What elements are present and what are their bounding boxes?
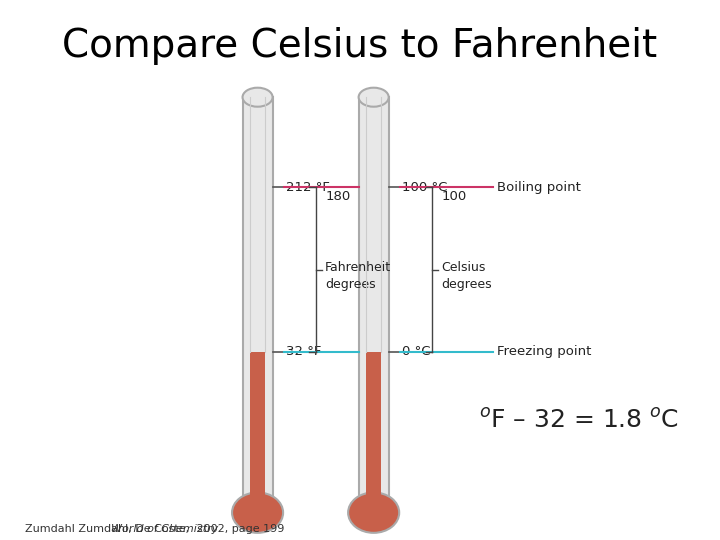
Circle shape <box>348 492 399 533</box>
Text: Zumdahl Zumdahl, De Coste,: Zumdahl Zumdahl, De Coste, <box>25 523 193 534</box>
Text: 180: 180 <box>325 190 351 203</box>
Bar <box>250 352 266 508</box>
Text: Freezing point: Freezing point <box>497 345 591 358</box>
Text: Fahrenheit
degrees: Fahrenheit degrees <box>325 261 391 292</box>
Text: Celsius
degrees: Celsius degrees <box>441 261 492 292</box>
Text: 212 °F: 212 °F <box>287 181 330 194</box>
Bar <box>243 97 273 508</box>
Text: 0 °C: 0 °C <box>402 345 431 358</box>
Text: 100: 100 <box>441 190 467 203</box>
Circle shape <box>232 492 283 533</box>
Text: 2002, page 199: 2002, page 199 <box>193 523 284 534</box>
Text: Compare Celsius to Fahrenheit: Compare Celsius to Fahrenheit <box>63 27 657 65</box>
Bar <box>366 352 382 508</box>
Bar <box>359 97 389 508</box>
Text: 32 °F: 32 °F <box>287 345 322 358</box>
Text: $^{o}$F – 32 = 1.8 $^{o}$C: $^{o}$F – 32 = 1.8 $^{o}$C <box>479 409 678 433</box>
Text: Boiling point: Boiling point <box>497 181 580 194</box>
Ellipse shape <box>359 87 389 107</box>
Text: 100 °C: 100 °C <box>402 181 448 194</box>
Ellipse shape <box>243 87 273 107</box>
Text: World of Chemistry: World of Chemistry <box>111 523 218 534</box>
